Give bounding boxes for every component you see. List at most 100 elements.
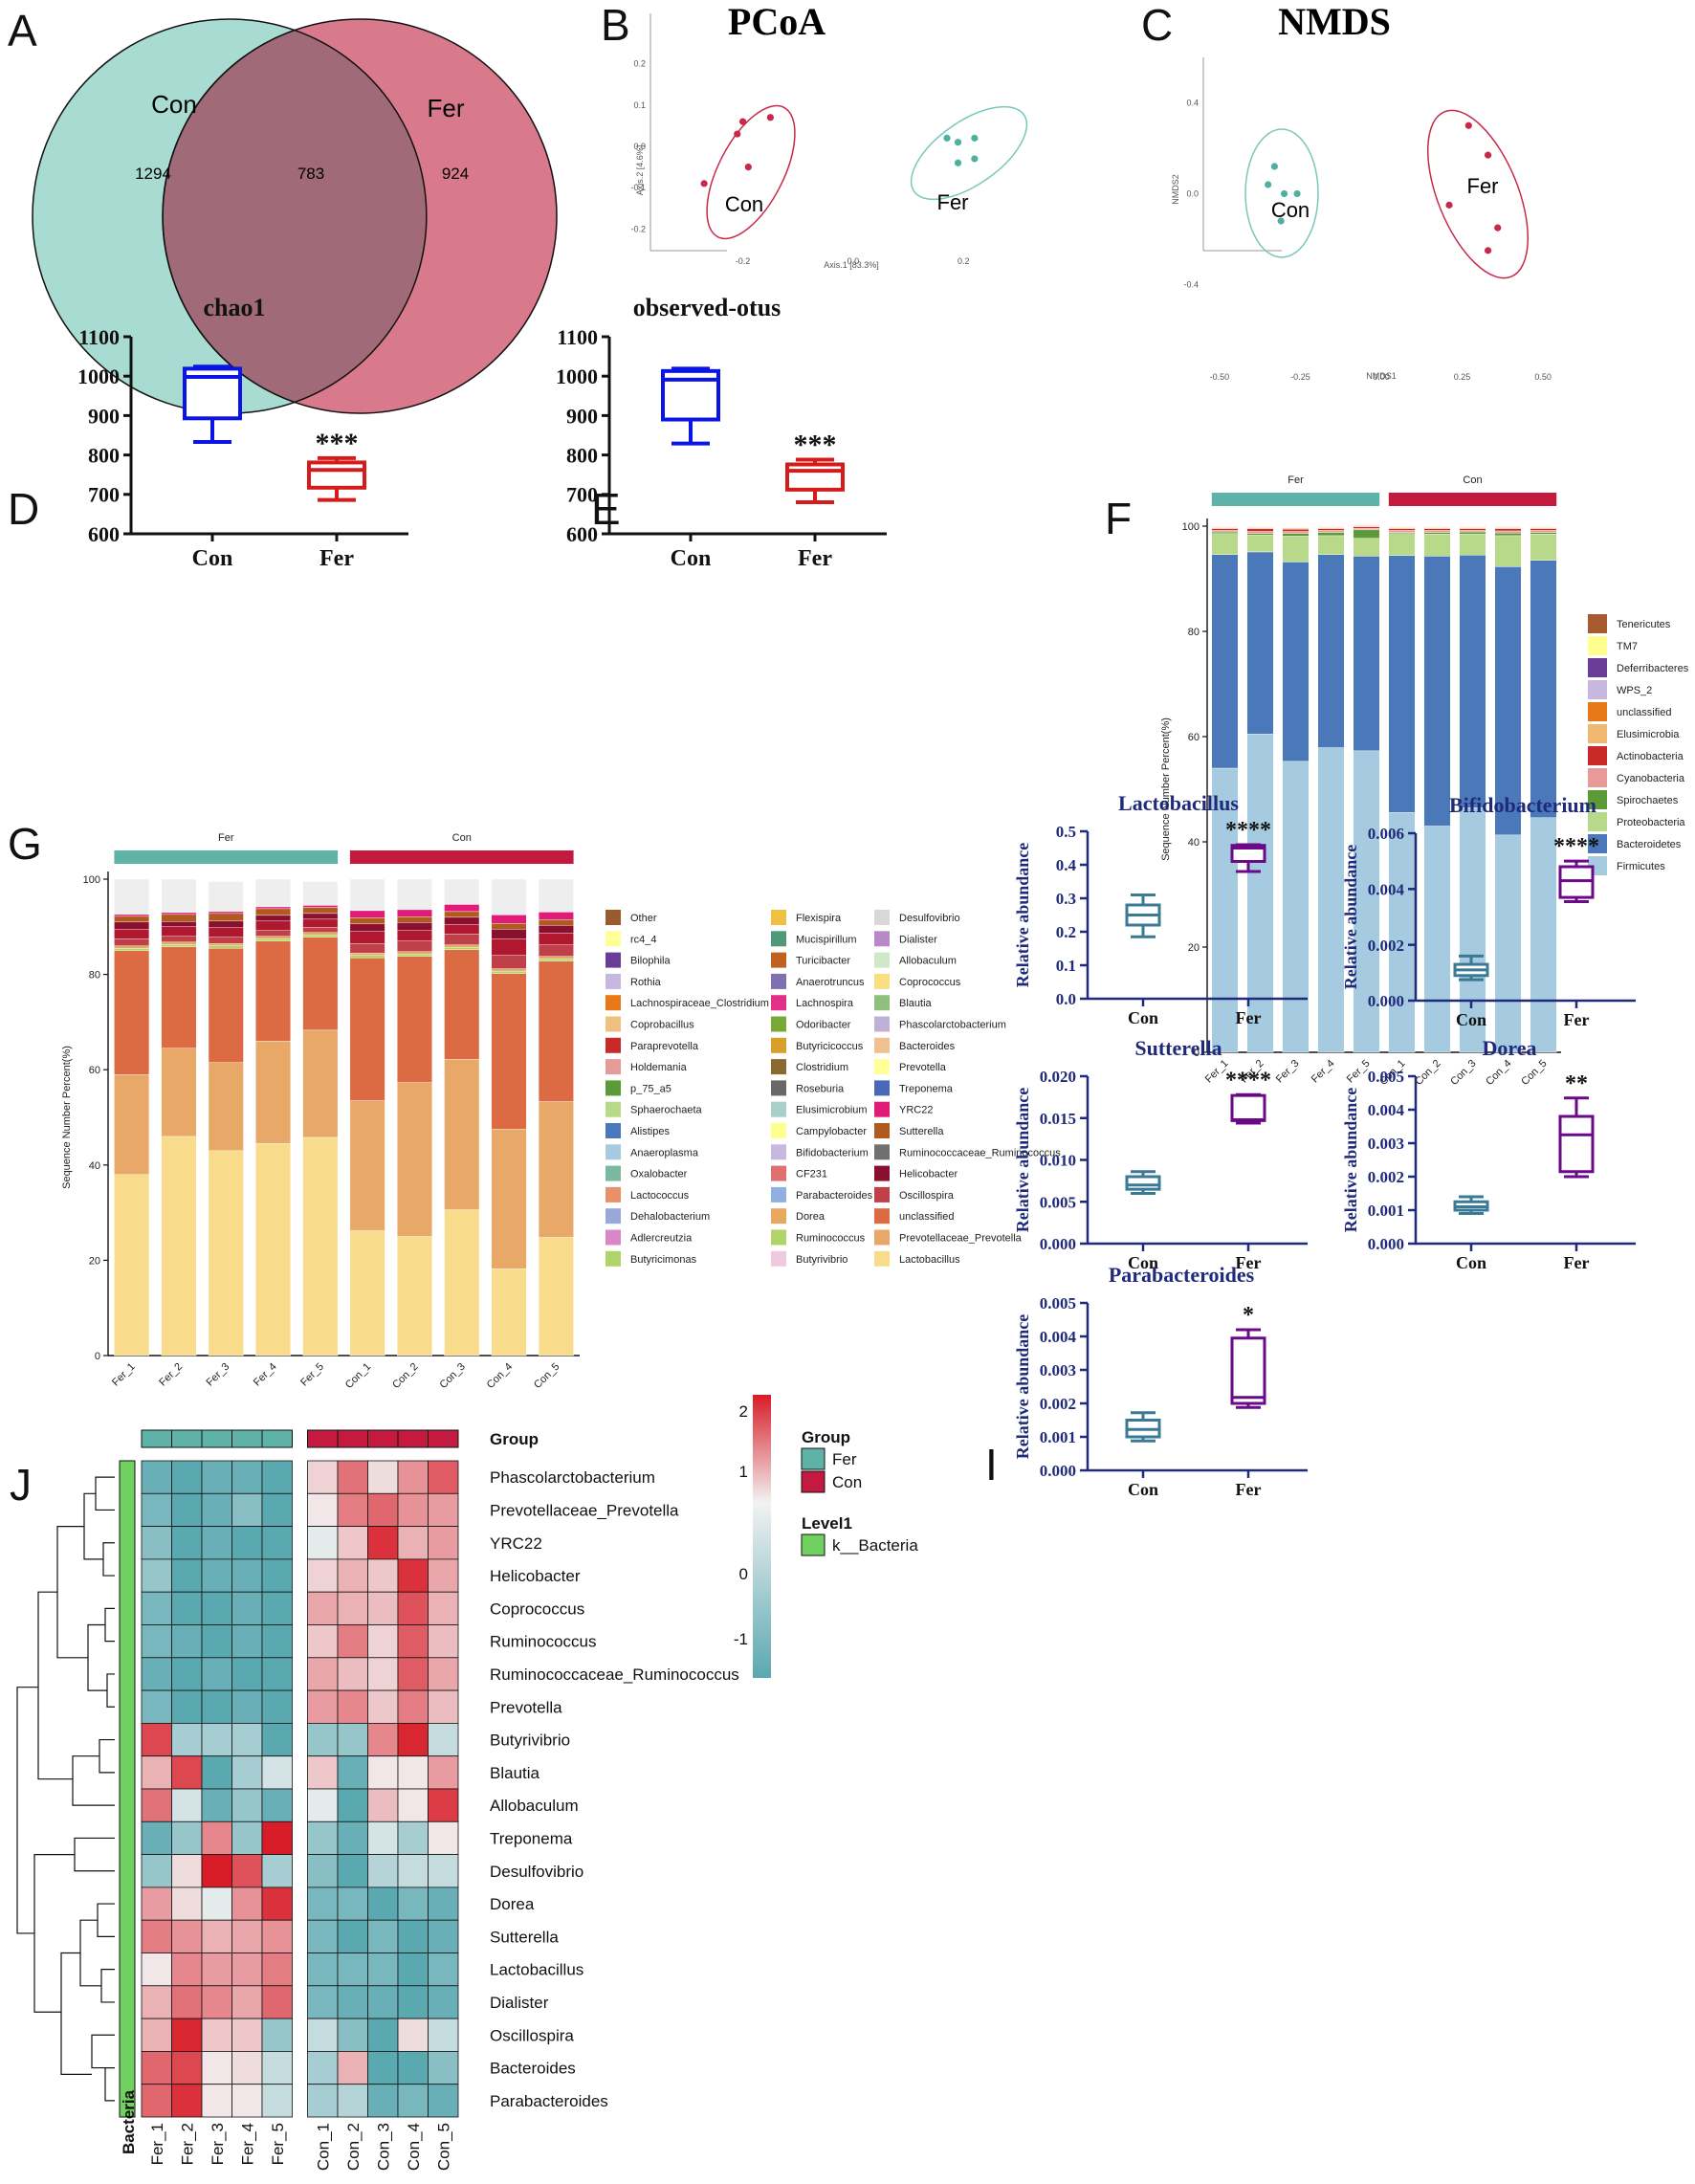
legend-swatch-anaerotruncus [771, 973, 786, 989]
dendrogram-branch [79, 1919, 101, 1987]
heatmap-cell [141, 1919, 172, 1953]
heatmap-row-label: Allobaculum [490, 1797, 579, 1815]
box-y-tick-label: 0.001 [1368, 1202, 1404, 1220]
box-y-tick-label: 0.5 [1056, 823, 1076, 841]
legend-label-proteobacteria: Proteobacteria [1617, 817, 1685, 828]
bar-segment-firmicutes [1388, 812, 1416, 1053]
bar-segment-firmicutes [1459, 807, 1486, 1053]
heatmap-cell [261, 1755, 293, 1790]
legend-label-yrc22: YRC22 [899, 1105, 933, 1116]
box-iqr [1230, 1093, 1266, 1122]
heatmap-group-cell-con [337, 1429, 368, 1448]
legend-label-holdemania: Holdemania [630, 1062, 688, 1073]
bar-segment-cyanobacteria [1459, 530, 1486, 533]
heatmap-group-label: Group [490, 1430, 539, 1448]
bar-segment-firmicutes [1530, 817, 1557, 1053]
legend-label-rc4-4: rc4_4 [630, 934, 657, 945]
pcoa-y-tick: 0.0 [633, 142, 646, 151]
heatmap-cell [367, 1657, 399, 1691]
dendrogram-branch [102, 1542, 115, 1577]
legend-label-helicobacter: Helicobacter [899, 1169, 958, 1180]
bar-segment-oscillospira [302, 927, 339, 933]
bar-segment-lactobacillus [444, 1209, 480, 1357]
bar-segment-sutterella [444, 911, 480, 918]
nmds-group-label-con: Con [1271, 198, 1310, 222]
heatmap-cell [367, 1985, 399, 2019]
heatmap-cell [307, 1952, 339, 1987]
heatmap-cell [307, 1788, 339, 1822]
venn-count-con: 1294 [135, 165, 171, 183]
bar-y-tick-label: 80 [89, 970, 100, 982]
box-y-tick-label: 0.003 [1040, 1361, 1076, 1379]
nmds-x-tick: -0.50 [1210, 372, 1230, 382]
bar-segment-dorea [208, 943, 244, 946]
heatmap-cell [307, 1723, 339, 1757]
box-fer [1558, 859, 1595, 903]
bar-group-band-con [349, 850, 574, 864]
dendrogram-branch [37, 1591, 73, 1780]
bar-segment-other [491, 878, 527, 916]
heatmap-cell [307, 1854, 339, 1888]
legend-swatch-coprococcus [874, 973, 890, 989]
legend-swatch-unclassified [1588, 702, 1607, 721]
heatmap-cell [337, 1723, 368, 1757]
heatmap-row-coprococcus [141, 1591, 459, 1625]
heatmap-cell [428, 1526, 459, 1560]
box-category-fer: Fer [1564, 1253, 1590, 1272]
legend-swatch-blautia [874, 995, 890, 1011]
bar-segment-actinobacteria [1211, 528, 1239, 531]
heatmap-cell [201, 1624, 232, 1659]
bar-segment-lactobacillus [255, 1143, 291, 1357]
bar-segment-firmicutes [1423, 826, 1451, 1053]
bar-group-label-fer: Fer [218, 832, 234, 844]
heatmap-cell [367, 2018, 399, 2052]
bar-segment-ruminococcaceae-ruminococcus [397, 930, 432, 941]
legend-label-flexispira: Flexispira [796, 913, 842, 924]
bar-y-tick-label: 20 [89, 1255, 100, 1267]
heatmap-cell [307, 1558, 339, 1593]
legend-swatch-ruminococcaceae-ruminococcus [874, 1144, 890, 1160]
bar-segment-bacteroidetes [1388, 555, 1416, 813]
bar-segment-sutterella [302, 907, 339, 915]
box-con [183, 364, 242, 445]
bar-segment-unclassified [255, 940, 291, 1042]
heatmap-column-label: Con_5 [434, 2123, 452, 2171]
heatmap-cell [141, 1657, 172, 1691]
heatmap-cell [141, 1952, 172, 1987]
pcoa-point-fer [971, 134, 979, 142]
heatmap-row-label: Ruminococcus [490, 1633, 597, 1651]
heatmap-legend-group-title: Group [802, 1428, 850, 1446]
heatmap-cell [141, 1460, 172, 1494]
pcoa-point-con [744, 163, 752, 171]
legend-label-tm7: TM7 [1617, 641, 1638, 652]
box-y-tick-label: 0.020 [1040, 1068, 1076, 1086]
legend-swatch-desulfovibrio [874, 910, 890, 925]
heatmap-cell [307, 1657, 339, 1691]
heatmap-cell [307, 1460, 339, 1494]
heatmap-column-label: Fer_5 [269, 2123, 287, 2165]
heatmap-cell [337, 2084, 368, 2118]
heatmap-cell [367, 1952, 399, 1987]
bar-segment-ruminococcus [538, 958, 574, 961]
bar-segment-firmicutes [1282, 761, 1310, 1053]
heatmap-cell [231, 1919, 263, 1953]
bar-segment-other [114, 878, 150, 916]
heatmap-cell [231, 1689, 263, 1724]
bar-x-tick-label: Con_4 [485, 1361, 515, 1391]
heatmap-cell [307, 2050, 339, 2085]
pcoa-point-fer [943, 134, 951, 142]
legend-swatch-rc4-4 [605, 931, 621, 947]
heatmap-cell [428, 1657, 459, 1691]
pcoa-point-fer [971, 155, 979, 163]
legend-label-prevotellaceae-prevotella: Prevotellaceae_Prevotella [899, 1233, 1023, 1245]
heatmap-legend-label-level: k__Bacteria [832, 1536, 918, 1555]
heatmap-cell [201, 1755, 232, 1790]
heatmap-cell [171, 1624, 203, 1659]
box-y-tick-label: 900 [566, 404, 598, 428]
heatmap-cell [141, 1854, 172, 1888]
bar-segment-yrc22 [161, 912, 197, 916]
heatmap-cell [201, 1723, 232, 1757]
bar-segment-prevotellaceae-prevotella [349, 1100, 385, 1231]
legend-label-phascolarctobacterium: Phascolarctobacterium [899, 1020, 1006, 1031]
